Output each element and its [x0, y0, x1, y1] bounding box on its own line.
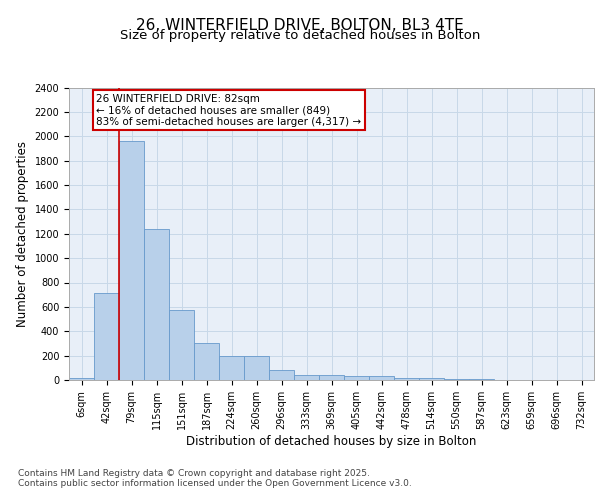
Text: 26 WINTERFIELD DRIVE: 82sqm
← 16% of detached houses are smaller (849)
83% of se: 26 WINTERFIELD DRIVE: 82sqm ← 16% of det…: [97, 94, 362, 127]
Bar: [144, 229, 169, 380]
Bar: [219, 356, 244, 380]
X-axis label: Distribution of detached houses by size in Bolton: Distribution of detached houses by size …: [187, 434, 476, 448]
Bar: [394, 378, 419, 380]
Bar: [94, 294, 119, 380]
Bar: [169, 310, 194, 380]
Bar: [319, 376, 344, 380]
Bar: [369, 376, 394, 380]
Bar: [194, 343, 219, 380]
Text: Contains public sector information licensed under the Open Government Licence v3: Contains public sector information licen…: [18, 478, 412, 488]
Text: Contains HM Land Registry data © Crown copyright and database right 2025.: Contains HM Land Registry data © Crown c…: [18, 468, 370, 477]
Y-axis label: Number of detached properties: Number of detached properties: [16, 141, 29, 327]
Bar: [294, 374, 319, 380]
Bar: [69, 378, 94, 380]
Bar: [269, 370, 294, 380]
Text: Size of property relative to detached houses in Bolton: Size of property relative to detached ho…: [120, 28, 480, 42]
Bar: [244, 356, 269, 380]
Bar: [344, 376, 369, 380]
Bar: [419, 378, 444, 380]
Bar: [119, 141, 144, 380]
Text: 26, WINTERFIELD DRIVE, BOLTON, BL3 4TE: 26, WINTERFIELD DRIVE, BOLTON, BL3 4TE: [136, 18, 464, 32]
